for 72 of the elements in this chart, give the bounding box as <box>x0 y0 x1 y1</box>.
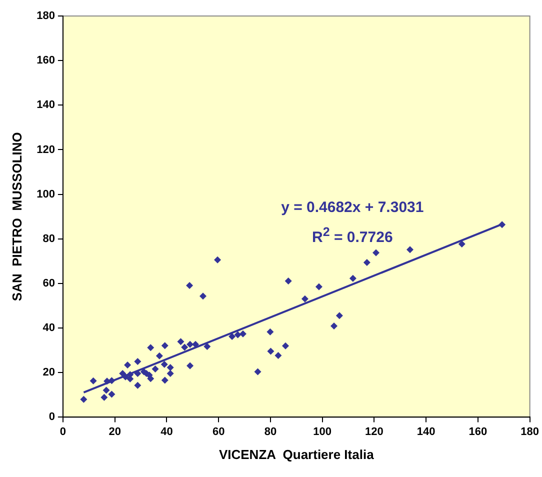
point <box>274 352 282 359</box>
point <box>134 382 142 389</box>
point <box>166 370 174 378</box>
point <box>124 362 132 369</box>
point <box>156 352 163 360</box>
x-tick-label: 140 <box>416 426 436 438</box>
y-tick-label: 60 <box>42 278 55 290</box>
point <box>192 340 199 348</box>
point <box>458 240 466 248</box>
point <box>147 375 154 382</box>
point <box>372 249 380 256</box>
x-tick-label: 100 <box>313 426 332 438</box>
point <box>177 338 184 346</box>
point <box>134 358 142 365</box>
point <box>161 342 168 350</box>
point <box>200 292 207 300</box>
x-tick-label: 60 <box>212 426 225 438</box>
point <box>186 340 194 348</box>
x-tick-label: 20 <box>108 426 121 438</box>
x-tick-label: 80 <box>264 426 277 438</box>
point <box>152 366 159 373</box>
y-tick-label: 40 <box>42 322 55 334</box>
x-tick-label: 180 <box>520 426 540 438</box>
y-tick-label: 80 <box>42 232 55 245</box>
x-tick-label: 160 <box>468 426 488 438</box>
point <box>498 221 506 228</box>
x-axis-title: VICENZA Quartiere Italia <box>218 446 375 462</box>
point <box>80 396 88 403</box>
point <box>363 259 370 266</box>
point <box>186 362 194 370</box>
point <box>266 328 274 336</box>
y-tick-label: 160 <box>36 54 55 67</box>
point <box>90 377 97 384</box>
point <box>204 343 211 350</box>
point <box>406 246 414 254</box>
x-tick-label: 40 <box>160 426 173 438</box>
x-tick-label: 120 <box>365 426 384 438</box>
y-axis-title: SAN PIETRO MUSSOLINO <box>9 132 24 302</box>
annotation: R$^{2}$ = 0.7726 <box>312 224 393 246</box>
point <box>147 344 154 352</box>
point <box>239 330 246 338</box>
y-tick-label: 140 <box>36 99 55 112</box>
point <box>160 360 168 368</box>
point <box>228 333 236 340</box>
point <box>254 368 262 376</box>
point <box>186 282 194 289</box>
point <box>108 390 116 398</box>
point <box>284 278 292 285</box>
y-tick-label: 100 <box>36 188 55 200</box>
point <box>100 394 108 401</box>
y-tick-label: 20 <box>42 366 55 379</box>
point <box>122 373 129 380</box>
point <box>336 312 343 320</box>
point <box>102 386 110 394</box>
point <box>161 376 168 384</box>
point <box>108 377 116 384</box>
y-tick-label: 0 <box>48 411 55 424</box>
x-tick-label: 0 <box>60 426 66 438</box>
point <box>181 344 188 351</box>
y-tick-label: 120 <box>36 144 55 156</box>
y-tick-label: 180 <box>36 10 55 22</box>
point <box>330 322 338 330</box>
point <box>214 256 222 264</box>
point <box>267 348 274 355</box>
point <box>234 331 242 338</box>
point <box>282 342 289 350</box>
point <box>166 364 174 371</box>
point <box>349 274 356 282</box>
point <box>134 370 142 378</box>
point <box>315 283 322 290</box>
annotation: y = 0.4682x + 7.3031 <box>281 198 424 216</box>
point <box>301 295 308 302</box>
